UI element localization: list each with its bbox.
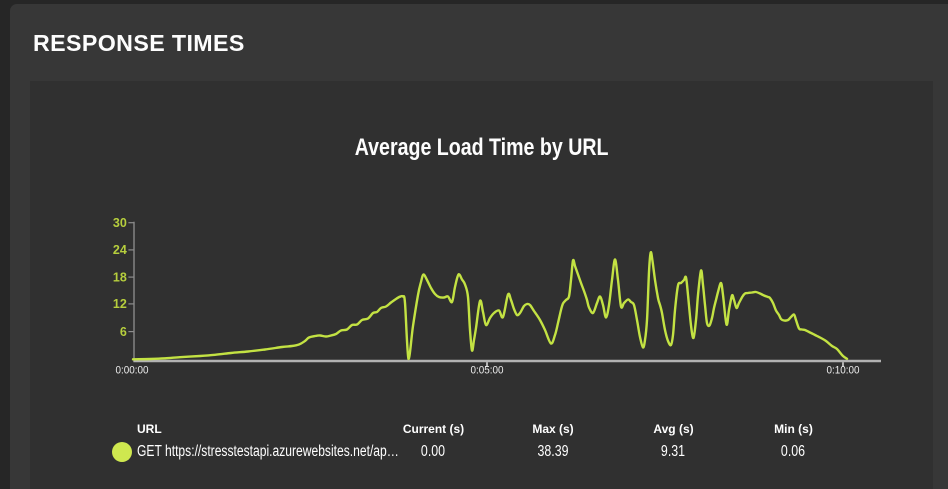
svg-text:0:10:00: 0:10:00: [827, 365, 860, 377]
svg-text:0:00:00: 0:00:00: [116, 365, 149, 377]
svg-text:0:05:00: 0:05:00: [471, 365, 504, 377]
svg-text:24: 24: [113, 243, 127, 257]
svg-text:12: 12: [113, 297, 127, 311]
svg-text:30: 30: [113, 216, 127, 230]
svg-text:18: 18: [113, 270, 127, 284]
svg-text:6: 6: [120, 325, 127, 339]
